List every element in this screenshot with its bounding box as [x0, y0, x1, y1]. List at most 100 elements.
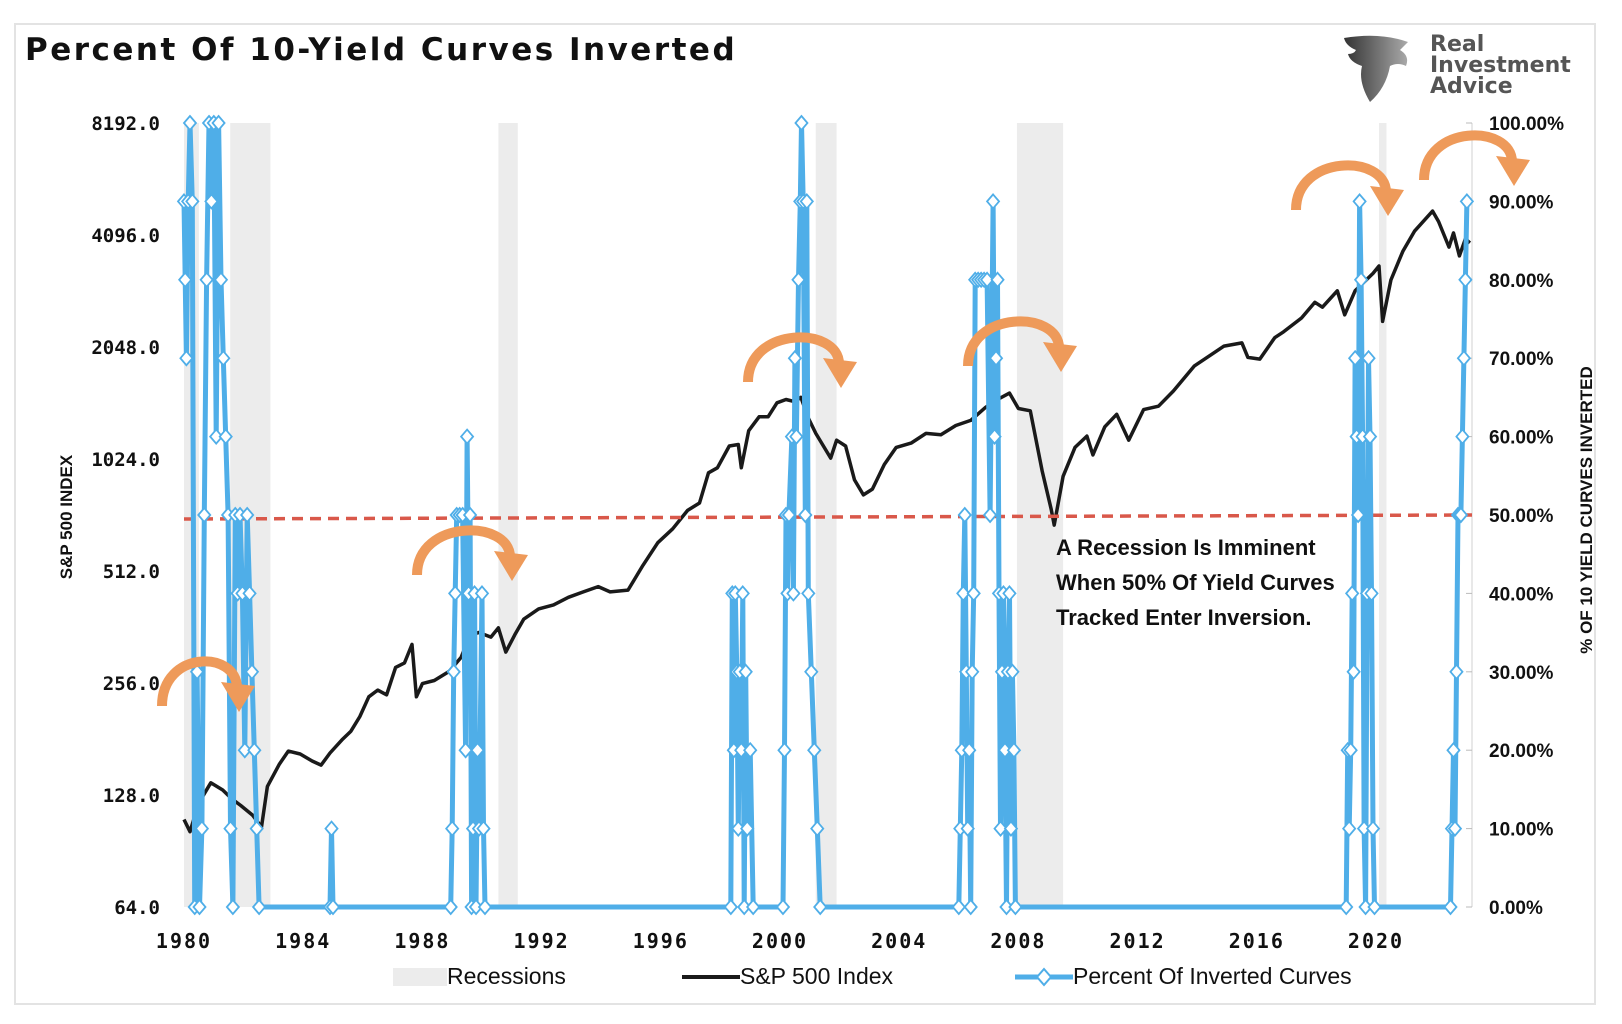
x-tick-label: 1984 [275, 929, 331, 953]
data-point-marker [325, 898, 341, 916]
data-point-marker [1361, 349, 1376, 367]
data-point-marker [1005, 663, 1020, 681]
chart-title: Percent Of 10-Yield Curves Inverted [25, 32, 738, 68]
arrowhead-icon [1370, 186, 1404, 216]
arrowhead-icon [1043, 342, 1077, 372]
data-point-marker [1365, 820, 1381, 837]
data-point-marker [324, 820, 339, 837]
data-point-marker [786, 585, 801, 602]
curved-arrow-icon [157, 656, 242, 707]
data-point-marker [957, 506, 972, 524]
right-tick-label: 90.00% [1489, 192, 1554, 213]
data-point-marker [743, 741, 758, 759]
data-point-marker [985, 193, 1001, 210]
data-point-marker [990, 271, 1005, 289]
data-point-marker [1347, 349, 1363, 367]
left-axis-title: S&P 500 INDEX [57, 454, 76, 579]
right-axis-title: % OF 10 YIELD CURVES INVERTED [1577, 366, 1596, 654]
x-tick-label: 2008 [990, 929, 1046, 953]
data-point-marker [251, 898, 267, 916]
data-point-marker [1343, 741, 1358, 759]
data-point-marker [1449, 663, 1464, 681]
data-point-marker [956, 585, 971, 602]
brand-logo: Real Investment Advice [1340, 32, 1571, 112]
data-point-marker [807, 741, 822, 759]
data-point-marker [1339, 898, 1354, 916]
data-point-marker [474, 585, 490, 602]
logo-line: Investment [1430, 53, 1571, 78]
chart-frame [14, 23, 1596, 1005]
x-tick-label: 2012 [1110, 929, 1166, 953]
data-point-marker [791, 271, 806, 289]
data-point-marker [810, 820, 825, 837]
data-point-marker [218, 428, 233, 445]
left-tick-label: 1024.0 [91, 449, 160, 471]
data-point-marker [179, 349, 194, 367]
right-tick-label: 0.00% [1489, 898, 1543, 919]
logo-line: Real [1430, 32, 1485, 57]
data-point-marker [443, 898, 458, 916]
arrowhead-icon [221, 682, 255, 712]
right-tick-label: 50.00% [1489, 506, 1554, 527]
x-tick-label: 2004 [871, 929, 927, 953]
data-point-marker [1447, 820, 1463, 837]
data-point-marker [960, 820, 975, 837]
data-point-marker [723, 898, 739, 916]
data-point-marker [189, 663, 205, 681]
right-tick-label: 100.00% [1489, 114, 1564, 135]
data-point-marker [982, 506, 998, 524]
data-point-marker [813, 898, 828, 916]
data-point-marker [987, 428, 1002, 445]
annotation-line: When 50% Of Yield Curves [1056, 570, 1335, 595]
inverted-pct-line [181, 120, 1470, 910]
data-point-marker [963, 898, 978, 916]
data-point-marker [445, 820, 460, 837]
arrowhead-icon [823, 358, 857, 388]
data-point-marker [459, 428, 475, 445]
data-point-marker [988, 349, 1004, 367]
recession-band [498, 123, 518, 907]
eagle-logo-icon [1344, 35, 1408, 102]
data-point-marker [208, 428, 224, 445]
x-tick-label: 1996 [633, 929, 689, 953]
left-tick-label: 128.0 [103, 785, 160, 807]
data-point-marker [781, 506, 797, 524]
data-point-marker [197, 506, 212, 524]
legend-label: S&P 500 Index [740, 963, 894, 989]
data-point-marker [798, 506, 813, 524]
data-point-marker [1458, 271, 1473, 289]
data-point-marker [458, 741, 473, 759]
annotation-line: Tracked Enter Inversion. [1056, 605, 1312, 630]
data-point-marker [799, 193, 815, 210]
sp500-line [182, 209, 1472, 834]
annotation-line: A Recession Is Imminent [1056, 535, 1316, 560]
data-point-marker [1443, 898, 1458, 916]
data-point-marker [242, 585, 257, 602]
data-point-marker [801, 585, 816, 602]
data-point-marker [1362, 428, 1378, 445]
data-point-marker [775, 898, 791, 916]
data-point-marker [244, 663, 260, 681]
x-tick-label: 2000 [752, 929, 808, 953]
data-point-marker [462, 506, 478, 524]
data-point-marker [199, 271, 214, 289]
left-tick-label: 2048.0 [91, 337, 160, 359]
data-point-marker [1455, 428, 1470, 445]
data-point-marker [979, 271, 995, 289]
legend-label: Percent Of Inverted Curves [1073, 963, 1352, 989]
data-point-marker [738, 663, 753, 681]
data-point-marker [1346, 663, 1361, 681]
data-point-marker [239, 506, 255, 524]
data-point-marker [223, 820, 238, 837]
right-tick-label: 80.00% [1489, 271, 1554, 292]
sp500-swatch [682, 974, 740, 979]
recession-swatch [393, 967, 447, 986]
data-point-marker [446, 663, 461, 681]
data-point-marker [962, 741, 977, 759]
data-point-marker [789, 428, 804, 445]
data-point-marker [1341, 820, 1357, 837]
data-point-marker [185, 193, 200, 210]
data-point-marker [951, 898, 966, 916]
x-tick-label: 1988 [394, 929, 450, 953]
right-tick-label: 60.00% [1489, 428, 1554, 449]
